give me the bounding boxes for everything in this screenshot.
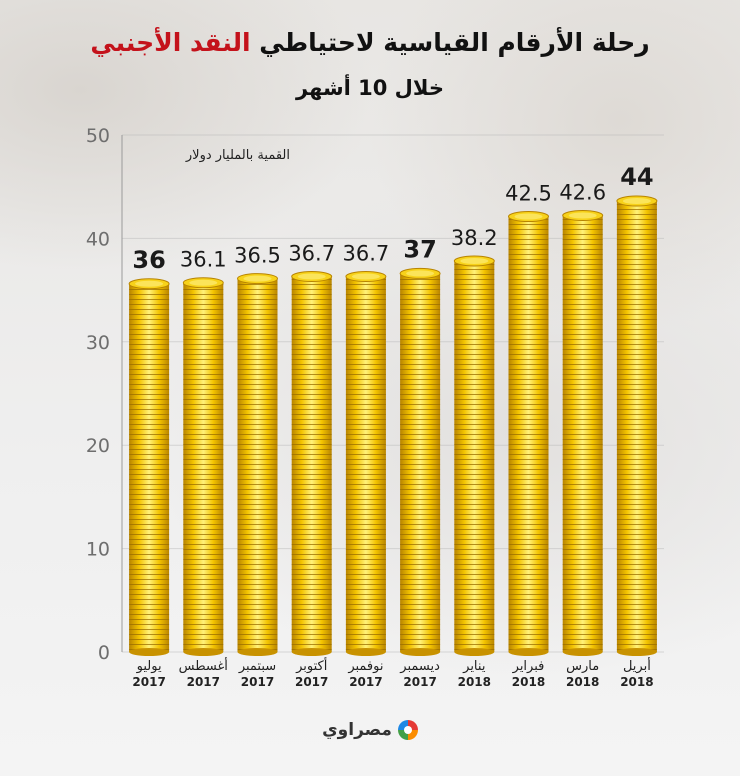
bar (616, 195, 658, 656)
x-tick-month: أبريل (623, 657, 651, 674)
x-tick-month: أكتوبر (295, 657, 327, 674)
x-tick-month: أغسطس (179, 657, 228, 674)
bar (237, 273, 278, 656)
x-tick-month: سبتمبر (238, 659, 276, 674)
x-tick-month: ديسمبر (399, 659, 440, 674)
y-tick-label: 0 (98, 642, 110, 664)
bar (345, 271, 387, 656)
x-tick-year: 2017 (187, 675, 220, 689)
bar (562, 210, 604, 656)
value-label: 36.7 (343, 242, 390, 266)
y-axis: 0 10 20 30 40 50 (86, 125, 123, 664)
x-tick-year: 2018 (566, 675, 599, 689)
x-tick-month: نوفمبر (347, 659, 383, 674)
bar (453, 255, 495, 656)
bar-coin-edges (616, 201, 657, 653)
value-label: 36 (132, 246, 165, 274)
value-label: 36.1 (180, 248, 227, 272)
bar (508, 211, 549, 656)
title-highlight: النقد الأجنبي (90, 28, 251, 57)
bar-coin-edges (400, 273, 441, 652)
x-tick-year: 2017 (403, 675, 436, 689)
x-tick-year: 2017 (349, 675, 382, 689)
brand-name: مصراوي (322, 720, 392, 740)
bar-top-coin-inner (135, 280, 164, 287)
bar-base (616, 648, 657, 656)
bar-coin-edges (454, 261, 495, 652)
x-tick-month: يوليو (136, 659, 162, 674)
value-label: 36.5 (234, 244, 281, 268)
y-tick-label: 50 (86, 125, 110, 147)
bar (128, 278, 170, 656)
value-label: 42.6 (559, 181, 606, 205)
bar-coin-edges (291, 276, 332, 652)
bar-base (400, 648, 441, 656)
x-tick-month: فبراير (512, 659, 545, 674)
x-tick-month: يناير (462, 659, 486, 674)
x-tick-year: 2018 (458, 675, 491, 689)
bar-coin-edges (129, 283, 170, 652)
bar (399, 267, 441, 656)
bar-base (183, 648, 224, 656)
bar-coin-edges (562, 215, 603, 653)
y-axis-unit-label: القمية بالمليار دولار (185, 148, 290, 163)
bar-base (291, 648, 332, 656)
chart-title: رحلة الأرقام القياسية لاحتياطي النقد الأ… (0, 28, 740, 57)
chart-subtitle: خلال 10 أشهر (296, 76, 444, 100)
bar (182, 277, 224, 656)
brand-logo-icon (397, 720, 418, 740)
x-tick-year: 2017 (241, 675, 274, 689)
bar-top-coin-inner (406, 270, 435, 277)
bar-base (508, 648, 549, 656)
y-tick-label: 30 (86, 332, 110, 354)
bar-top-coin-inner (297, 273, 326, 280)
brand-logo: مصراوي (300, 715, 440, 745)
bar-base (345, 648, 386, 656)
bar-coin-edges (183, 282, 224, 652)
y-tick-label: 40 (86, 228, 110, 250)
bar-top-coin-inner (351, 273, 380, 280)
bar-coin-edges (508, 216, 549, 653)
value-label: 44 (620, 163, 653, 191)
bar-base (237, 648, 278, 656)
x-tick-year: 2017 (295, 675, 328, 689)
bar-top-coin-inner (243, 275, 272, 282)
bar-top-coin-inner (568, 212, 597, 219)
bar-coin-edges (345, 276, 386, 652)
bar-base (454, 648, 495, 656)
value-label: 37 (403, 235, 436, 263)
title-main: رحلة الأرقام القياسية لاحتياطي (250, 28, 650, 57)
value-label: 36.7 (288, 242, 335, 266)
x-tick-year: 2018 (512, 675, 545, 689)
bar-top-coin-inner (460, 258, 489, 265)
bar-top-coin-inner (514, 213, 543, 220)
value-label: 42.5 (505, 182, 552, 206)
bar-top-coin-inner (189, 279, 218, 286)
bar-base (129, 648, 170, 656)
y-tick-label: 10 (86, 539, 110, 561)
x-tick-month: مارس (566, 659, 599, 674)
value-labels: 36 36.1 36.5 36.7 36.7 37 38.2 42.5 42.6 44 (132, 163, 653, 274)
x-tick-year: 2018 (620, 675, 653, 689)
y-tick-label: 20 (86, 435, 110, 457)
x-tick-year: 2017 (132, 675, 165, 689)
bars-layer (128, 195, 658, 656)
value-label: 38.2 (451, 226, 498, 250)
x-axis: يوليو2017أغسطس2017سبتمبر2017أكتوبر2017نو… (132, 657, 653, 689)
bar (291, 271, 333, 656)
bar-top-coin-inner (622, 198, 651, 205)
bar-base (562, 648, 603, 656)
bar-coin-edges (237, 278, 278, 652)
